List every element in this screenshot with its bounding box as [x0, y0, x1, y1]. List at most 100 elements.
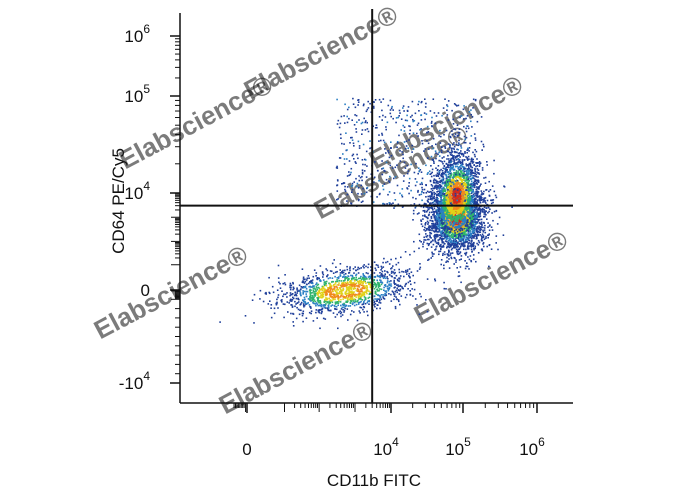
- event-dot: [479, 227, 482, 230]
- event-dot: [474, 170, 477, 173]
- event-dot: [473, 216, 476, 219]
- event-dot: [473, 229, 475, 232]
- event-dot: [340, 288, 342, 291]
- event-dot: [483, 213, 486, 215]
- event-dot: [292, 296, 294, 299]
- event-dot: [483, 190, 485, 193]
- event-dot: [486, 245, 488, 248]
- event-dot: [377, 284, 379, 286]
- event-dot: [470, 232, 473, 235]
- event-dot: [363, 280, 366, 283]
- event-dot: [487, 211, 489, 214]
- event-dot: [435, 242, 438, 244]
- event-dot: [395, 257, 397, 260]
- event-dot: [334, 316, 337, 318]
- event-dot: [422, 218, 424, 220]
- event-dot: [350, 274, 352, 277]
- event-dot: [375, 285, 377, 287]
- event-dot: [450, 173, 453, 175]
- event-dot: [446, 246, 448, 249]
- event-dot: [440, 248, 442, 250]
- event-dot: [296, 287, 298, 289]
- event-dot: [473, 201, 475, 204]
- event-dot: [430, 188, 433, 190]
- event-dot: [475, 188, 478, 191]
- event-dot: [329, 293, 331, 295]
- event-dot: [369, 281, 371, 284]
- event-dot: [456, 232, 458, 234]
- event-dot: [440, 210, 443, 212]
- event-dot: [397, 285, 400, 288]
- event-dot: [439, 220, 441, 223]
- event-dot: [355, 282, 358, 285]
- event-dot: [432, 220, 434, 223]
- event-dot: [331, 281, 333, 283]
- event-dot: [314, 295, 316, 297]
- event-dot: [359, 292, 362, 295]
- event-dot: [347, 300, 349, 302]
- event-dot: [437, 212, 440, 215]
- event-dot: [426, 216, 428, 219]
- event-dot: [455, 259, 457, 261]
- event-dot: [452, 235, 454, 237]
- event-dot: [312, 300, 315, 303]
- event-dot: [481, 149, 483, 151]
- event-dot: [442, 192, 444, 194]
- event-dot: [396, 298, 398, 300]
- event-dot: [447, 225, 450, 228]
- event-dot: [353, 291, 355, 293]
- event-dot: [461, 214, 464, 216]
- event-dot: [481, 169, 484, 171]
- event-dot: [355, 276, 357, 279]
- event-dot: [458, 235, 460, 238]
- event-dot: [385, 285, 387, 288]
- event-dot: [460, 281, 462, 284]
- event-dot: [460, 242, 463, 245]
- event-dot: [459, 251, 462, 253]
- event-dot: [438, 210, 440, 213]
- event-dot: [351, 292, 354, 294]
- event-dot: [470, 158, 472, 161]
- event-dot: [463, 218, 465, 220]
- event-dot: [329, 299, 332, 301]
- event-dot: [367, 266, 369, 269]
- event-dot: [315, 282, 318, 284]
- event-dot: [333, 286, 336, 288]
- event-dot: [408, 275, 410, 277]
- event-dot: [418, 247, 420, 250]
- event-dot: [423, 239, 425, 241]
- event-dot: [483, 198, 485, 200]
- event-dot: [351, 274, 354, 277]
- event-dot: [481, 224, 483, 226]
- event-dot: [326, 301, 328, 303]
- event-dot: [476, 190, 479, 193]
- event-dot: [425, 206, 427, 208]
- event-dot: [365, 282, 367, 284]
- event-dot: [477, 239, 480, 242]
- event-dot: [487, 222, 489, 224]
- event-dot: [317, 311, 320, 313]
- event-dot: [483, 229, 486, 231]
- event-dot: [309, 300, 312, 302]
- event-dot: [337, 289, 339, 291]
- event-dot: [436, 233, 439, 236]
- event-dot: [396, 284, 398, 286]
- event-dot: [472, 215, 475, 218]
- event-dot: [478, 186, 480, 188]
- event-dot: [369, 286, 372, 288]
- event-dot: [456, 267, 458, 269]
- event-dot: [456, 236, 459, 239]
- event-dot: [472, 223, 475, 226]
- event-dot: [447, 171, 450, 173]
- event-dot: [441, 240, 444, 242]
- event-dot: [469, 245, 471, 247]
- event-dot: [340, 291, 343, 293]
- event-dot: [355, 269, 357, 272]
- event-dot: [380, 269, 382, 271]
- event-dot: [448, 250, 450, 252]
- event-dot: [421, 177, 424, 180]
- event-dot: [453, 256, 455, 259]
- event-dot: [354, 298, 357, 301]
- event-dot: [484, 224, 486, 227]
- event-dot: [290, 286, 292, 289]
